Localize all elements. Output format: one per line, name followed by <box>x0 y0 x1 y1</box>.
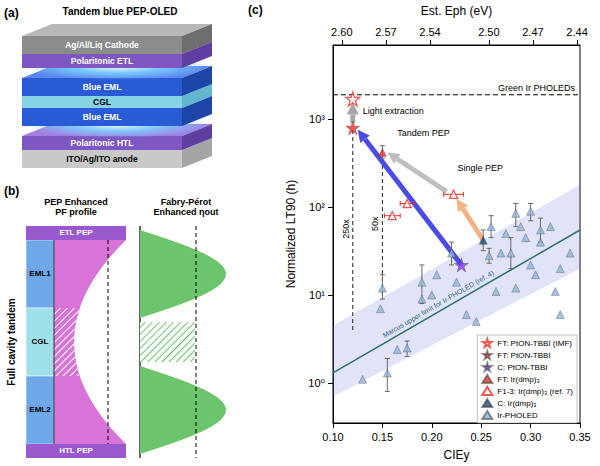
svg-text:C: PtON-TBBI: C: PtON-TBBI <box>497 363 547 372</box>
svg-text:Green Ir PHOLEDs: Green Ir PHOLEDs <box>498 83 576 93</box>
svg-text:Tandem PEP: Tandem PEP <box>397 128 450 138</box>
svg-text:PF profile: PF profile <box>55 207 97 217</box>
svg-text:PEP Enhanced: PEP Enhanced <box>44 197 107 207</box>
svg-text:CGL: CGL <box>32 337 49 346</box>
svg-text:0.35: 0.35 <box>569 431 590 443</box>
svg-text:Ag/Al/Liq Cathode: Ag/Al/Liq Cathode <box>65 40 139 50</box>
svg-text:EML1: EML1 <box>29 269 51 278</box>
svg-text:F1-3: Ir(dmp)₃ (ref. 7): F1-3: Ir(dmp)₃ (ref. 7) <box>497 387 573 396</box>
svg-text:FT: PtON-TBBI: FT: PtON-TBBI <box>497 351 550 360</box>
svg-text:0.20: 0.20 <box>421 431 442 443</box>
svg-text:Blue EML: Blue EML <box>83 112 122 122</box>
svg-text:2.44: 2.44 <box>566 26 587 38</box>
svg-text:FT: Ir(dmp)₃: FT: Ir(dmp)₃ <box>497 375 539 384</box>
svg-text:(a): (a) <box>4 6 19 20</box>
svg-text:Marcus upper limit for Ir-PHOL: Marcus upper limit for Ir-PHOLED (ref. 4… <box>381 269 495 340</box>
svg-text:0.15: 0.15 <box>372 431 393 443</box>
svg-text:2.57: 2.57 <box>375 26 396 38</box>
svg-text:ETL PEP: ETL PEP <box>59 228 93 237</box>
svg-text:Tandem blue PEP-OLED: Tandem blue PEP-OLED <box>63 6 178 17</box>
svg-text:FT: PtON-TBBI (IMF): FT: PtON-TBBI (IMF) <box>497 339 572 348</box>
svg-text:Light extraction: Light extraction <box>363 106 424 116</box>
svg-text:2.60: 2.60 <box>331 26 352 38</box>
svg-text:EML2: EML2 <box>29 405 51 414</box>
svg-text:Polaritonic ETL: Polaritonic ETL <box>71 56 133 66</box>
svg-text:Full cavity tandem: Full cavity tandem <box>6 298 17 385</box>
svg-text:(b): (b) <box>4 184 19 198</box>
svg-text:Polaritonic HTL: Polaritonic HTL <box>71 138 134 148</box>
svg-text:CIEy: CIEy <box>443 448 469 462</box>
svg-text:Blue EML: Blue EML <box>83 82 122 92</box>
svg-text:2.50: 2.50 <box>478 26 499 38</box>
svg-text:C: Ir(dmp)₃: C: Ir(dmp)₃ <box>497 399 536 408</box>
svg-text:Fabry-Pérot: Fabry-Pérot <box>161 197 212 207</box>
svg-text:250x: 250x <box>341 219 351 239</box>
svg-text:0.10: 0.10 <box>322 431 343 443</box>
svg-text:Est. Eph (eV): Est. Eph (eV) <box>421 4 492 18</box>
svg-text:10⁰: 10⁰ <box>308 377 325 389</box>
svg-text:Normalized LT90 (h): Normalized LT90 (h) <box>284 180 298 288</box>
svg-text:0.30: 0.30 <box>520 431 541 443</box>
svg-text:Enhanced ηout: Enhanced ηout <box>154 207 219 217</box>
svg-text:ITO/Ag/ITO anode: ITO/Ag/ITO anode <box>66 154 138 164</box>
svg-text:2.54: 2.54 <box>419 26 440 38</box>
svg-text:10²: 10² <box>309 201 325 213</box>
svg-text:(c): (c) <box>248 3 263 17</box>
svg-text:10¹: 10¹ <box>309 289 325 301</box>
svg-text:CGL: CGL <box>93 97 111 107</box>
svg-text:Single PEP: Single PEP <box>457 163 503 173</box>
svg-text:0.25: 0.25 <box>470 431 491 443</box>
svg-text:2.47: 2.47 <box>522 26 543 38</box>
svg-text:50x: 50x <box>370 216 380 231</box>
svg-text:Ir-PHOLED: Ir-PHOLED <box>497 411 538 420</box>
svg-text:HTL PEP: HTL PEP <box>59 446 93 455</box>
svg-text:10³: 10³ <box>309 113 325 125</box>
